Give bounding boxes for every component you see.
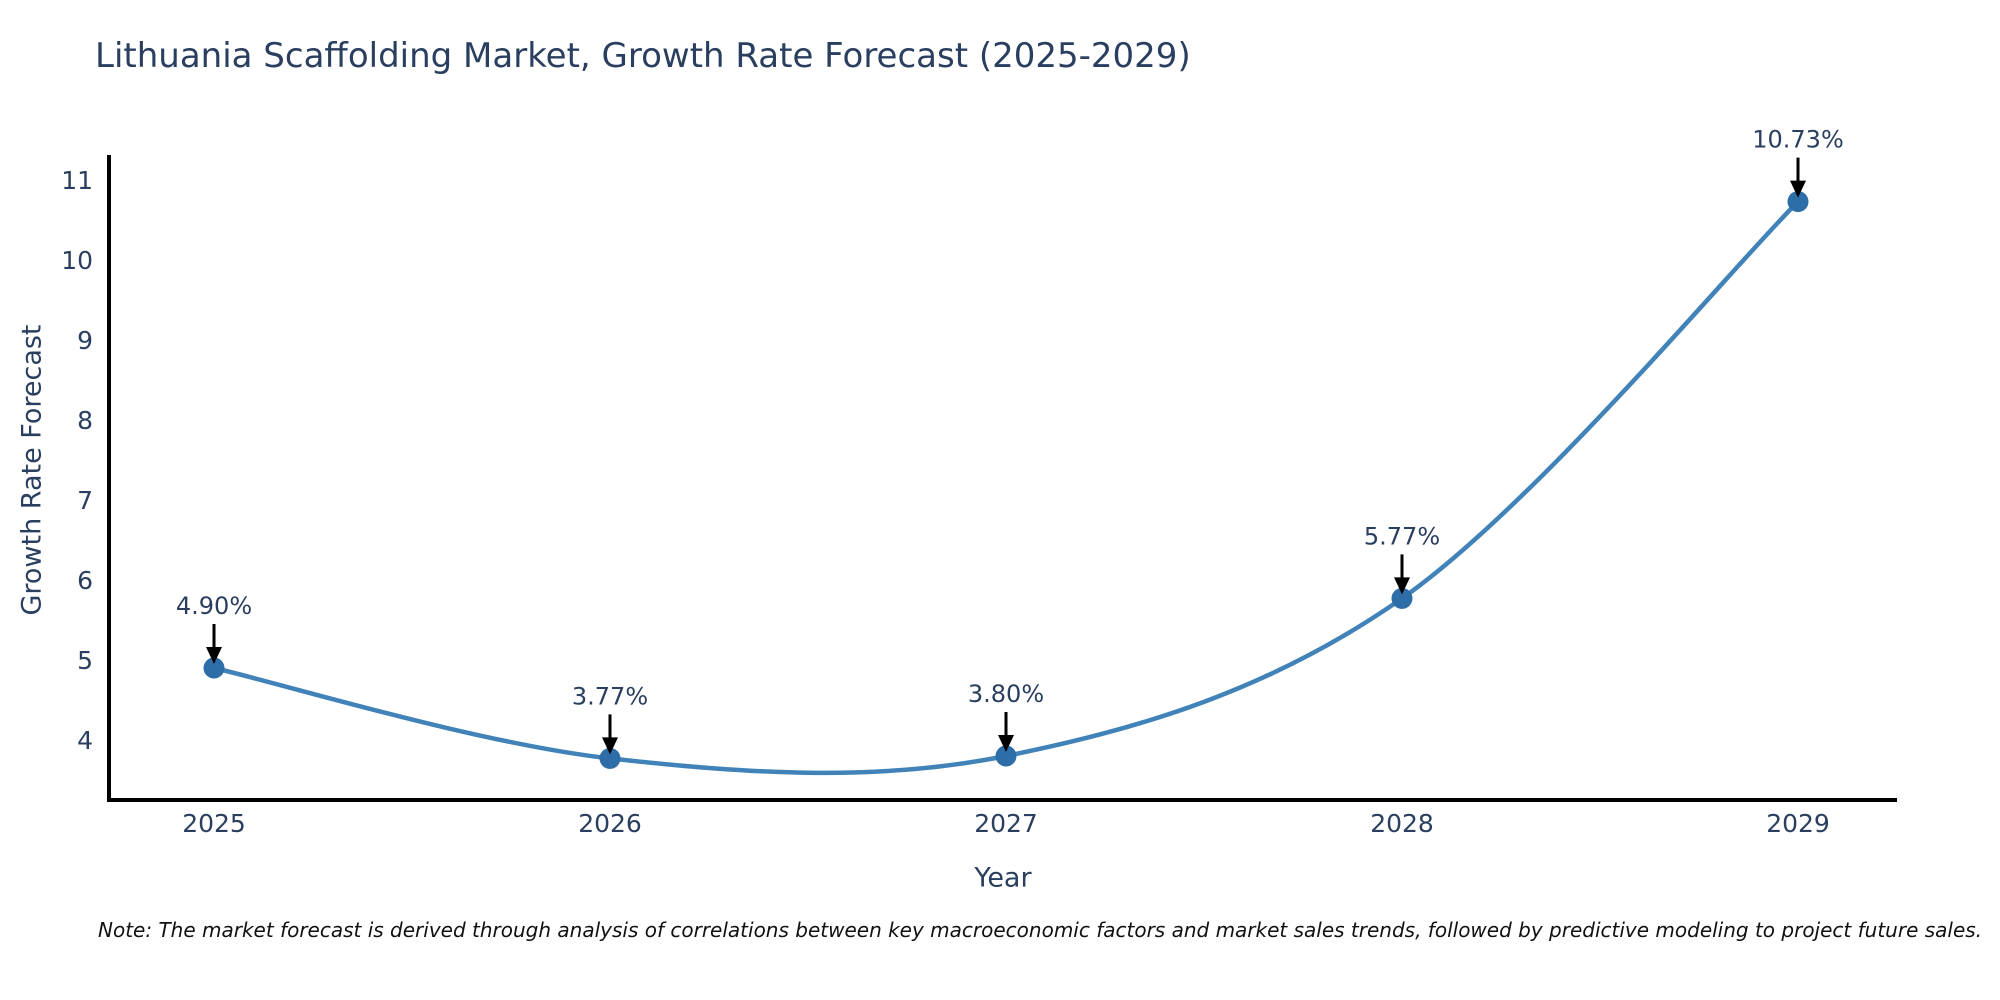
chart-footnote: Note: The market forecast is derived thr… <box>98 918 1983 942</box>
annotation-arrowhead-icon <box>602 737 618 755</box>
annotation-arrowhead-icon <box>206 647 222 664</box>
data-point-label: 3.77% <box>572 682 648 710</box>
annotation-arrowhead-icon <box>998 735 1014 752</box>
data-point-marker <box>203 657 225 679</box>
y-tick-label: 7 <box>77 486 93 515</box>
x-tick-label: 2026 <box>578 809 642 838</box>
x-tick-label: 2028 <box>1370 809 1434 838</box>
data-point-marker <box>1391 587 1413 609</box>
x-tick-label: 2025 <box>182 809 246 838</box>
y-tick-label: 8 <box>77 406 93 435</box>
y-tick-label: 5 <box>77 646 93 675</box>
data-point-marker <box>995 745 1017 767</box>
chart-title: Lithuania Scaffolding Market, Growth Rat… <box>95 36 1191 76</box>
annotation-arrowhead-icon <box>1790 180 1806 198</box>
data-point-marker <box>1787 191 1809 213</box>
y-tick-label: 6 <box>77 566 93 595</box>
data-point-marker <box>599 747 621 769</box>
data-point-label: 5.77% <box>1364 522 1440 550</box>
data-point-label: 3.80% <box>968 680 1044 708</box>
y-tick-label: 9 <box>77 326 93 355</box>
growth-rate-series-line <box>211 199 1801 776</box>
y-tick-label: 11 <box>61 166 93 195</box>
x-axis-title: Year <box>974 862 1032 894</box>
y-tick-label: 10 <box>61 246 93 275</box>
annotation-arrowhead-icon <box>1394 577 1410 595</box>
x-tick-label: 2029 <box>1766 809 1830 838</box>
y-tick-label: 4 <box>77 726 93 755</box>
data-point-label: 10.73% <box>1752 126 1844 154</box>
data-point-label: 4.90% <box>176 592 252 620</box>
x-tick-label: 2027 <box>974 809 1038 838</box>
